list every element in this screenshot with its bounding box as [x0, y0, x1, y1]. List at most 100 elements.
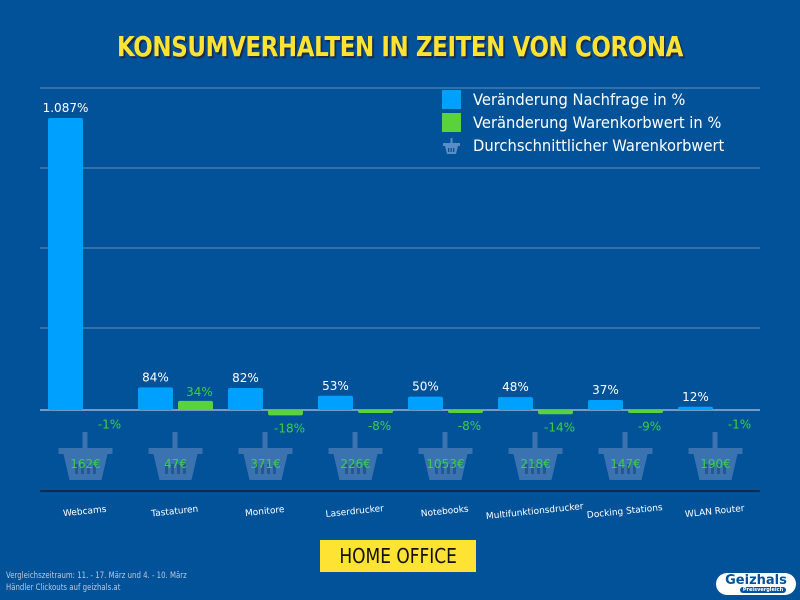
basket-slat [711, 464, 714, 474]
basket-body [513, 454, 558, 480]
demand-value-label: 82% [232, 371, 259, 385]
basket-value-label: 162€ [70, 457, 101, 471]
basket-change-bar [178, 400, 213, 410]
basket-handle [82, 432, 88, 449]
basket-slat [177, 464, 180, 474]
basket-value-label: 1053€ [426, 457, 464, 471]
basket-icon [58, 432, 113, 480]
basket-icon [598, 432, 653, 480]
basket-slat [705, 464, 708, 474]
basket-change-label: -1% [728, 417, 751, 431]
footnote-source: Händler Clickouts auf geizhals.at [6, 583, 121, 593]
geizhals-logo: Geizhals Preisvergleich [716, 573, 796, 595]
basket-change-label: -8% [368, 419, 391, 433]
basket-handle [532, 432, 538, 449]
basket-change-label: -9% [638, 419, 661, 433]
basket-slat [81, 464, 84, 474]
basket-body [693, 454, 738, 480]
basket-handle [712, 432, 718, 449]
basket-slat [351, 464, 354, 474]
basket-value-label: 371€ [250, 457, 281, 471]
category-badge: HOME OFFICE [320, 540, 476, 572]
basket-handle [172, 432, 178, 449]
basket-slat [627, 464, 630, 474]
basket-slat [87, 464, 90, 474]
category-label: Monitore [245, 505, 286, 519]
basket-rim [328, 448, 383, 454]
logo-text: Geizhals [725, 573, 787, 588]
basket-change-bar [538, 410, 573, 415]
basket-icon [508, 432, 563, 480]
category-label: Docking Stations [586, 503, 663, 521]
basket-body [603, 454, 648, 480]
category-label: Tastaturen [150, 505, 199, 520]
chart-legend: Veränderung Nachfrage in % Veränderung W… [442, 88, 746, 157]
demand-bar [318, 395, 353, 410]
legend-swatch-basket-change [442, 113, 461, 132]
basket-icon [688, 432, 743, 480]
legend-label: Durchschnittlicher Warenkorbwert [473, 136, 725, 155]
basket-value-label: 190€ [700, 457, 731, 471]
demand-bar [48, 118, 83, 410]
category-label: Laserdrucker [325, 504, 385, 520]
basket-slat [255, 464, 258, 474]
category-badge-label: HOME OFFICE [339, 544, 457, 568]
basket-rim [148, 448, 203, 454]
basket-slat [273, 464, 276, 474]
footnote-period: Vergleichszeitraum: 11. - 17. März und 4… [6, 571, 187, 581]
basket-slat [543, 464, 546, 474]
demand-bar [498, 397, 533, 410]
basket-icon [328, 432, 383, 480]
basket-value-label: 226€ [340, 457, 371, 471]
basket-rim [238, 448, 293, 454]
demand-value-label: 12% [682, 390, 709, 404]
basket-value-label: 47€ [164, 457, 187, 471]
basket-slat [165, 464, 168, 474]
basket-body [153, 454, 198, 480]
logo-subtext: Preisvergleich [739, 587, 787, 593]
basket-slat [93, 464, 96, 474]
demand-bar [408, 396, 443, 410]
category-label: Multifunktionsdrucker [486, 502, 585, 522]
basket-slat [525, 464, 528, 474]
basket-handle [442, 432, 448, 449]
basket-slat [633, 464, 636, 474]
legend-item-basket-value: Durchschnittlicher Warenkorbwert [442, 134, 746, 157]
basket-slat [363, 464, 366, 474]
category-label: WLAN Router [685, 504, 746, 520]
demand-value-label: 1.087% [43, 101, 89, 115]
basket-change-label: -18% [274, 422, 305, 436]
footnote: Vergleichszeitraum: 11. - 17. März und 4… [6, 570, 187, 594]
legend-label: Veränderung Warenkorbwert in % [473, 113, 722, 132]
legend-label: Veränderung Nachfrage in % [473, 90, 686, 109]
demand-bar [228, 387, 263, 410]
basket-change-bar [268, 410, 303, 416]
basket-handle [352, 432, 358, 449]
basket-rim [508, 448, 563, 454]
basket-icon [443, 138, 460, 154]
basket-body [243, 454, 288, 480]
demand-value-label: 53% [322, 379, 349, 393]
basket-slat [345, 464, 348, 474]
basket-body [333, 454, 378, 480]
basket-body [63, 454, 108, 480]
basket-slat [615, 464, 618, 474]
basket-slat [183, 464, 186, 474]
basket-slat [447, 464, 450, 474]
basket-value-label: 147€ [610, 457, 641, 471]
basket-slat [435, 464, 438, 474]
basket-slat [261, 464, 264, 474]
basket-icon [418, 432, 473, 480]
basket-slat [171, 464, 174, 474]
basket-value-label: 218€ [520, 457, 551, 471]
basket-rim [598, 448, 653, 454]
basket-change-label: -14% [544, 421, 575, 435]
basket-change-label: -8% [458, 419, 481, 433]
basket-slat [267, 464, 270, 474]
basket-handle [622, 432, 628, 449]
basket-rim [418, 448, 473, 454]
basket-slat [453, 464, 456, 474]
basket-change-label: -1% [98, 417, 121, 431]
basket-slat [537, 464, 540, 474]
